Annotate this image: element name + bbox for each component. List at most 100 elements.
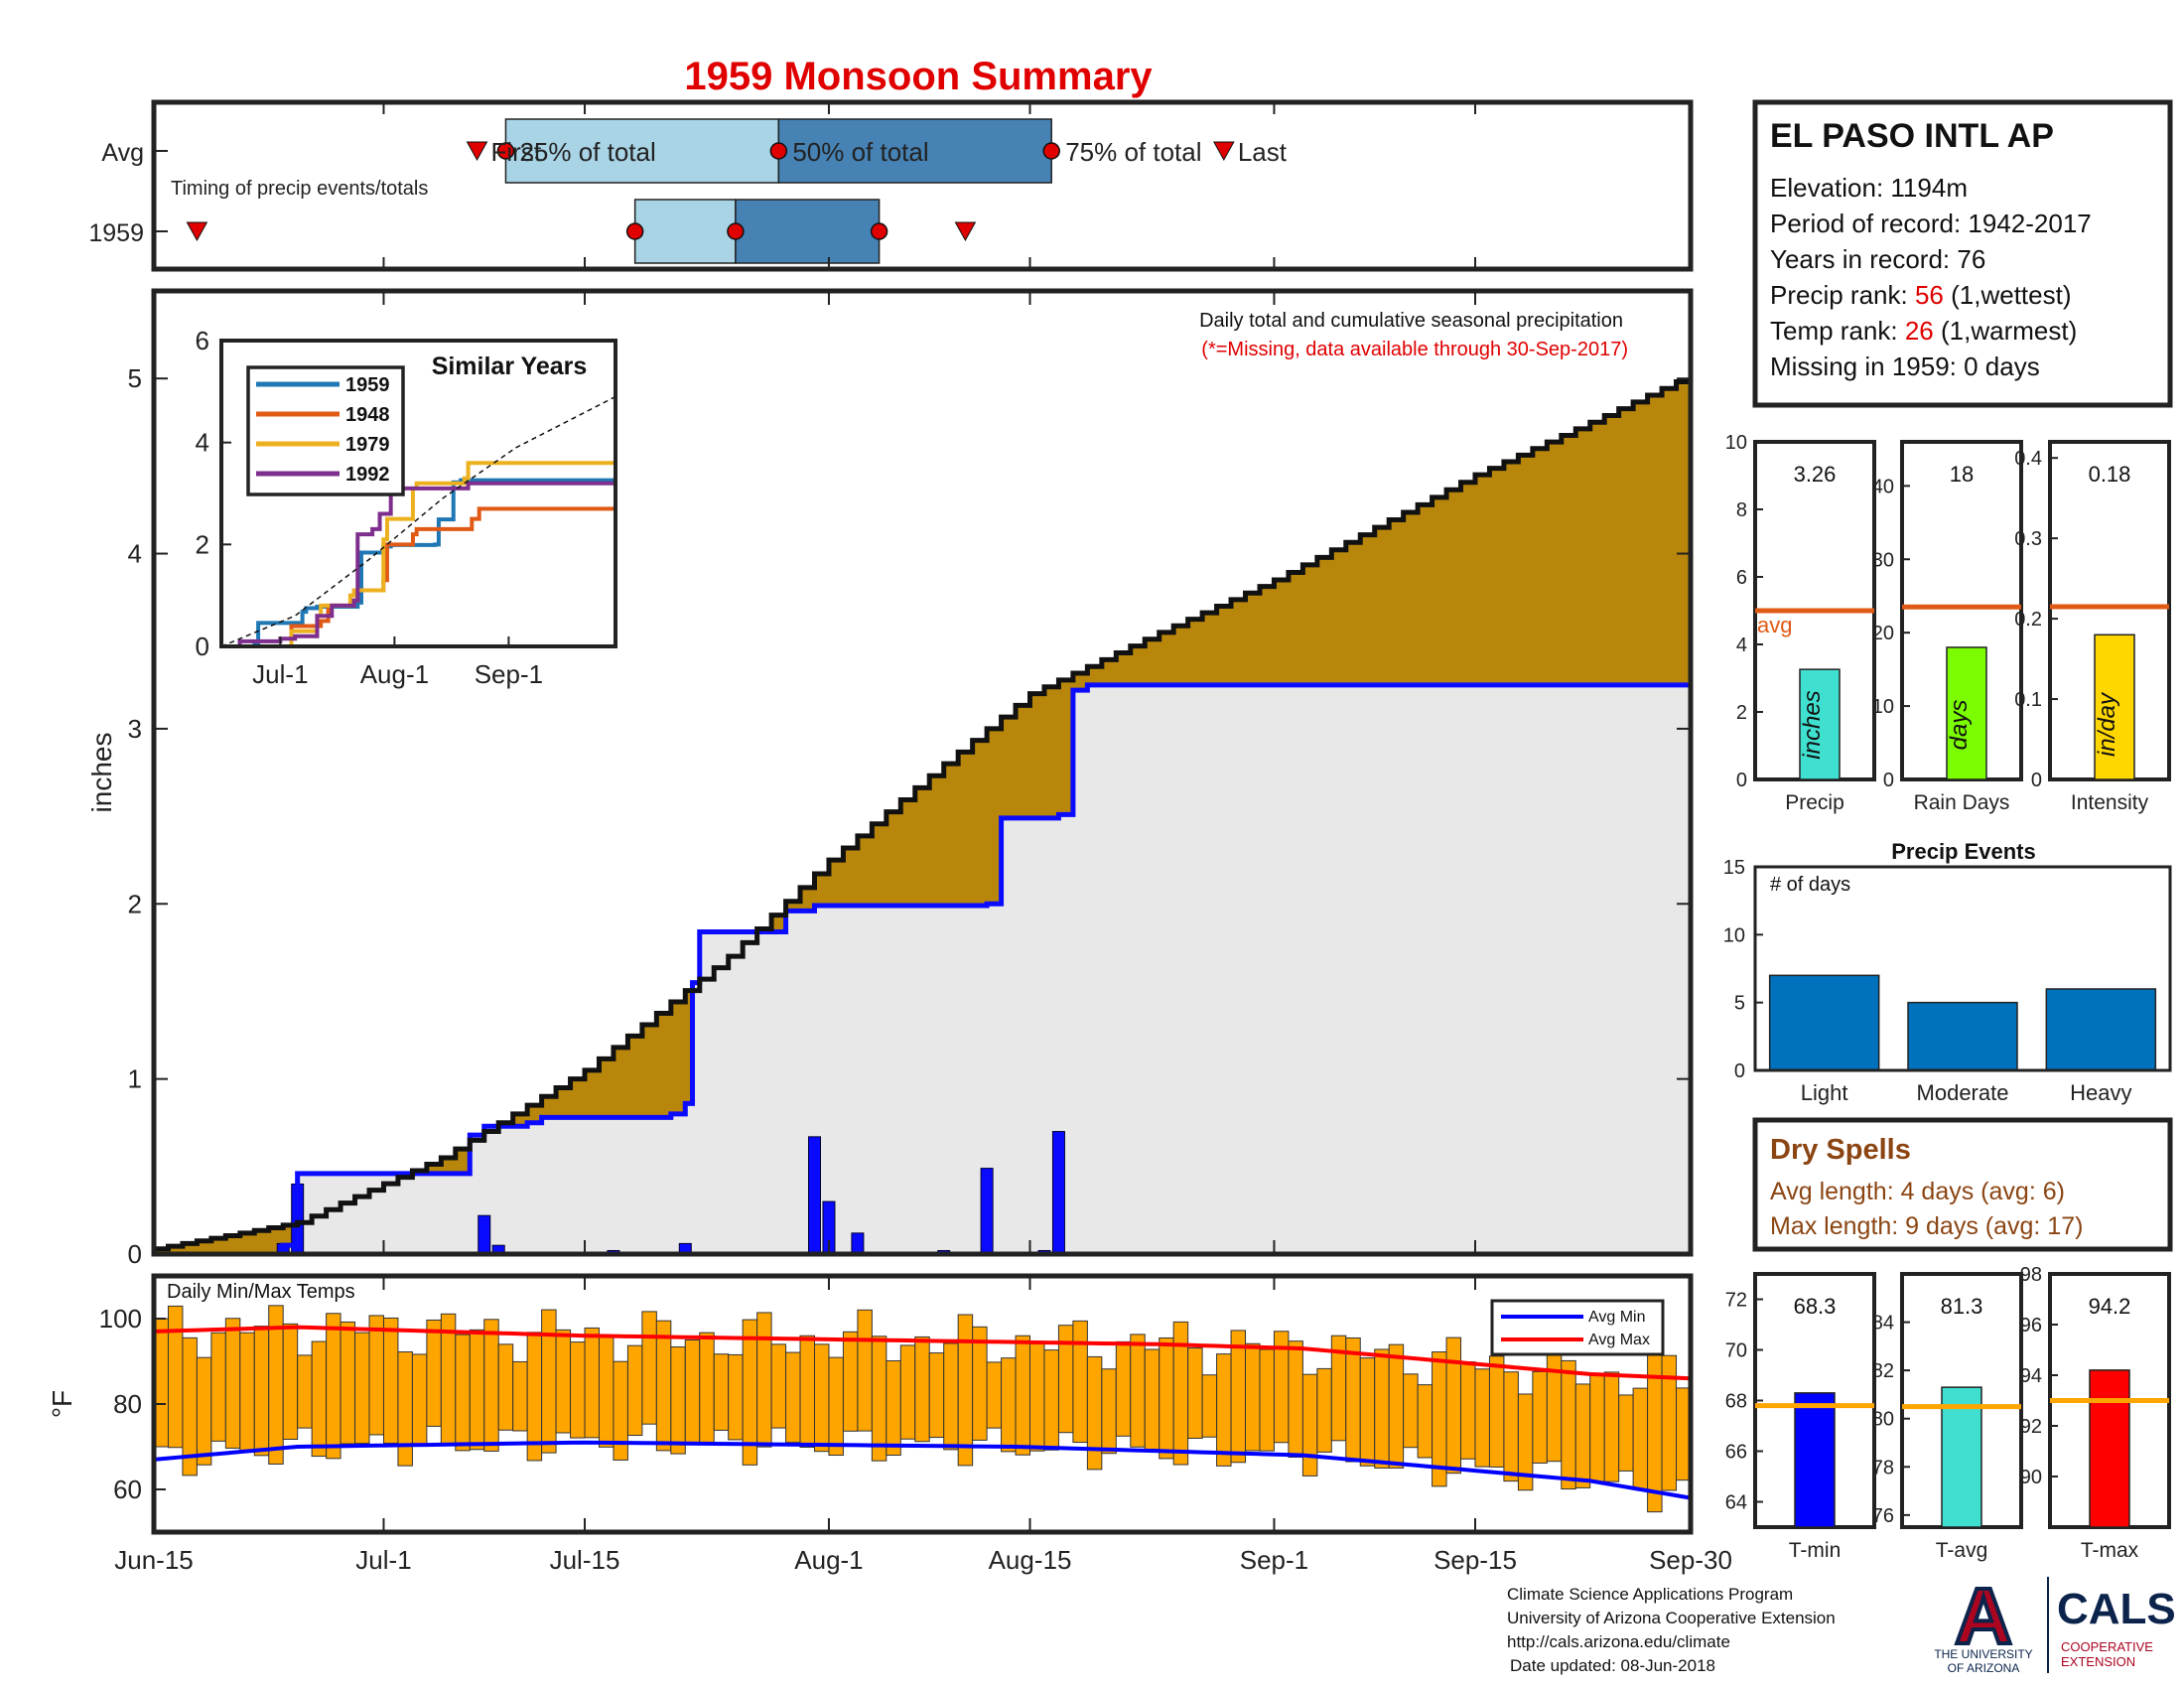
daily-temp-bar	[1187, 1347, 1203, 1439]
daily-temp-bar	[1015, 1335, 1031, 1456]
station-name: EL PASO INTL AP	[1770, 117, 2054, 155]
precip-events-title: Precip Events	[1891, 839, 2036, 864]
station-years: Years in record: 76	[1770, 244, 1985, 274]
temp-panel-value: 81.3	[1941, 1294, 1983, 1319]
daily-temp-bar	[1417, 1384, 1433, 1459]
daily-temp-bar	[1115, 1340, 1132, 1437]
main-y-tick-label: 5	[128, 363, 142, 393]
daily-temp-bar	[1603, 1371, 1620, 1482]
daily-temp-bar	[555, 1329, 572, 1434]
page-title: 1959 Monsoon Summary	[684, 55, 1153, 98]
temp-legend: Avg Min Avg Max	[1490, 1299, 1665, 1356]
daily-temp-bar	[626, 1344, 643, 1436]
timing-boxes	[154, 118, 1235, 264]
cals-coop1: COOPERATIVE	[2061, 1639, 2153, 1654]
stat-panel-avg-label: avg	[1757, 613, 1792, 637]
last-label: Last	[1238, 137, 1288, 167]
daily-temp-bar	[196, 1356, 212, 1466]
temp-panel-tick-label: 68	[1725, 1391, 1747, 1413]
daily-temp-bar	[598, 1336, 614, 1448]
daily-temp-bar	[1474, 1368, 1490, 1468]
avg-max-line	[153, 1325, 1692, 1381]
daily-temp-bar	[914, 1336, 930, 1443]
daily-temp-bar	[397, 1351, 413, 1467]
temp-panel-bar	[1794, 1392, 1836, 1528]
daily-temp-bar	[943, 1342, 959, 1451]
precip-rank-note: (1,wettest)	[1951, 280, 2071, 310]
dry-spells-avg: Avg length: 4 days (avg: 6)	[1770, 1178, 2065, 1205]
precip-events-tick-label: 10	[1723, 924, 1745, 946]
daily-temp-bar	[785, 1351, 801, 1444]
temp-rank-line: Temp rank: 26 (1,warmest)	[1770, 316, 2077, 346]
stat-panel-label: Intensity	[2071, 791, 2149, 814]
stat-panel-value: 3.26	[1794, 462, 1837, 487]
footer-line4: Date updated: 08-Jun-2018	[1510, 1656, 1715, 1675]
daily-temp-bar	[1388, 1343, 1405, 1469]
x-tick-label: Jun-15	[114, 1545, 194, 1575]
precip-events-note: # of days	[1770, 874, 1850, 896]
temp-panel-bar	[1941, 1386, 1982, 1528]
main-y-tick-label: 3	[128, 714, 142, 744]
cals-wordmark: CALS	[2057, 1585, 2176, 1633]
temp-rank-value: 26	[1905, 316, 1934, 346]
avg-cumulative-line	[151, 374, 1694, 1254]
precip-events-category: Light	[1801, 1080, 1848, 1105]
ua-line1: THE UNIVERSITY	[1934, 1647, 2032, 1661]
temp-panel-tick-label: 82	[1872, 1360, 1894, 1382]
y1959-box-lower	[633, 199, 737, 264]
stat-panel-tick-label: 4	[1736, 634, 1747, 656]
avg-box-upper	[777, 118, 1052, 184]
inset-y-tick-label: 4	[196, 428, 209, 458]
inset-x-tick-label: Aug-1	[360, 659, 429, 689]
daily-temp-bar	[1259, 1348, 1275, 1452]
daily-temp-bar	[1029, 1342, 1045, 1452]
dry-spells-title: Dry Spells	[1770, 1134, 1911, 1166]
daily-temp-bar	[986, 1361, 1003, 1429]
cals-coop2: EXTENSION	[2061, 1654, 2135, 1669]
main-annotation: Daily total and cumulative seasonal prec…	[1199, 310, 1623, 332]
temp-y-label: °F	[47, 1390, 77, 1418]
inset-title: Similar Years	[432, 352, 588, 380]
inset-y-tick-label: 0	[196, 632, 209, 661]
daily-temp-bar	[512, 1360, 528, 1432]
daily-temp-bar	[167, 1305, 184, 1449]
precip-events-bar	[1907, 1001, 2018, 1071]
x-tick-label: Aug-1	[794, 1545, 863, 1575]
inset-legend-items: 1959 1948 1979 1992	[256, 374, 390, 486]
daily-temp-bar	[1144, 1348, 1160, 1451]
daily-temp-bar	[699, 1332, 715, 1445]
avg-last-marker	[1212, 141, 1235, 162]
inset-legend: 1959 1948 1979 1992	[246, 365, 405, 496]
footer-line1: Climate Science Applications Program	[1507, 1585, 1793, 1604]
daily-temp-bar	[1618, 1394, 1634, 1472]
daily-temp-bar	[1043, 1349, 1059, 1451]
precip-events-tick-label: 15	[1723, 857, 1745, 879]
daily-temp-bar	[957, 1314, 974, 1467]
row-label-avg: Avg	[101, 139, 144, 167]
temp-title: Daily Min/Max Temps	[167, 1281, 355, 1303]
temp-panel-tick-label: 70	[1725, 1340, 1747, 1362]
stat-panel-value: 0.18	[2089, 462, 2131, 487]
main-precip-chart: 0 1 2 3 4 5 inches Daily total and cumulative…	[86, 288, 1694, 1269]
precip-events-tick-label: 0	[1734, 1060, 1745, 1082]
temp-panel-value: 68.3	[1794, 1294, 1837, 1319]
timing-caption: Timing of precip events/totals	[171, 178, 428, 200]
stat-panel-tick-label: 2	[1736, 702, 1747, 724]
y1959-p25-marker	[625, 222, 644, 240]
inset-series-1959	[221, 478, 615, 648]
temp-y-tick-label: 80	[113, 1389, 142, 1419]
main-y-tick-label: 1	[128, 1064, 142, 1094]
stat-panels: avg 3.26 inches 0 2 4 6 8 10 Precip 18 days 0 10 20 30 4…	[1725, 432, 2171, 814]
dry-spells-box: Dry Spells Avg length: 4 days (avg: 6) M…	[1752, 1117, 2173, 1252]
avg-p75-marker	[1042, 142, 1060, 160]
x-tick-label: Sep-30	[1649, 1545, 1732, 1575]
daily-temp-bar	[354, 1332, 370, 1445]
temp-panel-tick-label: 98	[2020, 1264, 2042, 1286]
stat-panel-tick-label: 0.3	[2014, 528, 2042, 550]
precip-events-category: Moderate	[1917, 1080, 2009, 1105]
temp-panel-label: T-max	[2081, 1539, 2139, 1562]
precip-events-tick-label: 5	[1734, 993, 1745, 1015]
x-tick-label: Aug-15	[989, 1545, 1072, 1575]
temp-panel-tick-label: 72	[1725, 1290, 1747, 1312]
